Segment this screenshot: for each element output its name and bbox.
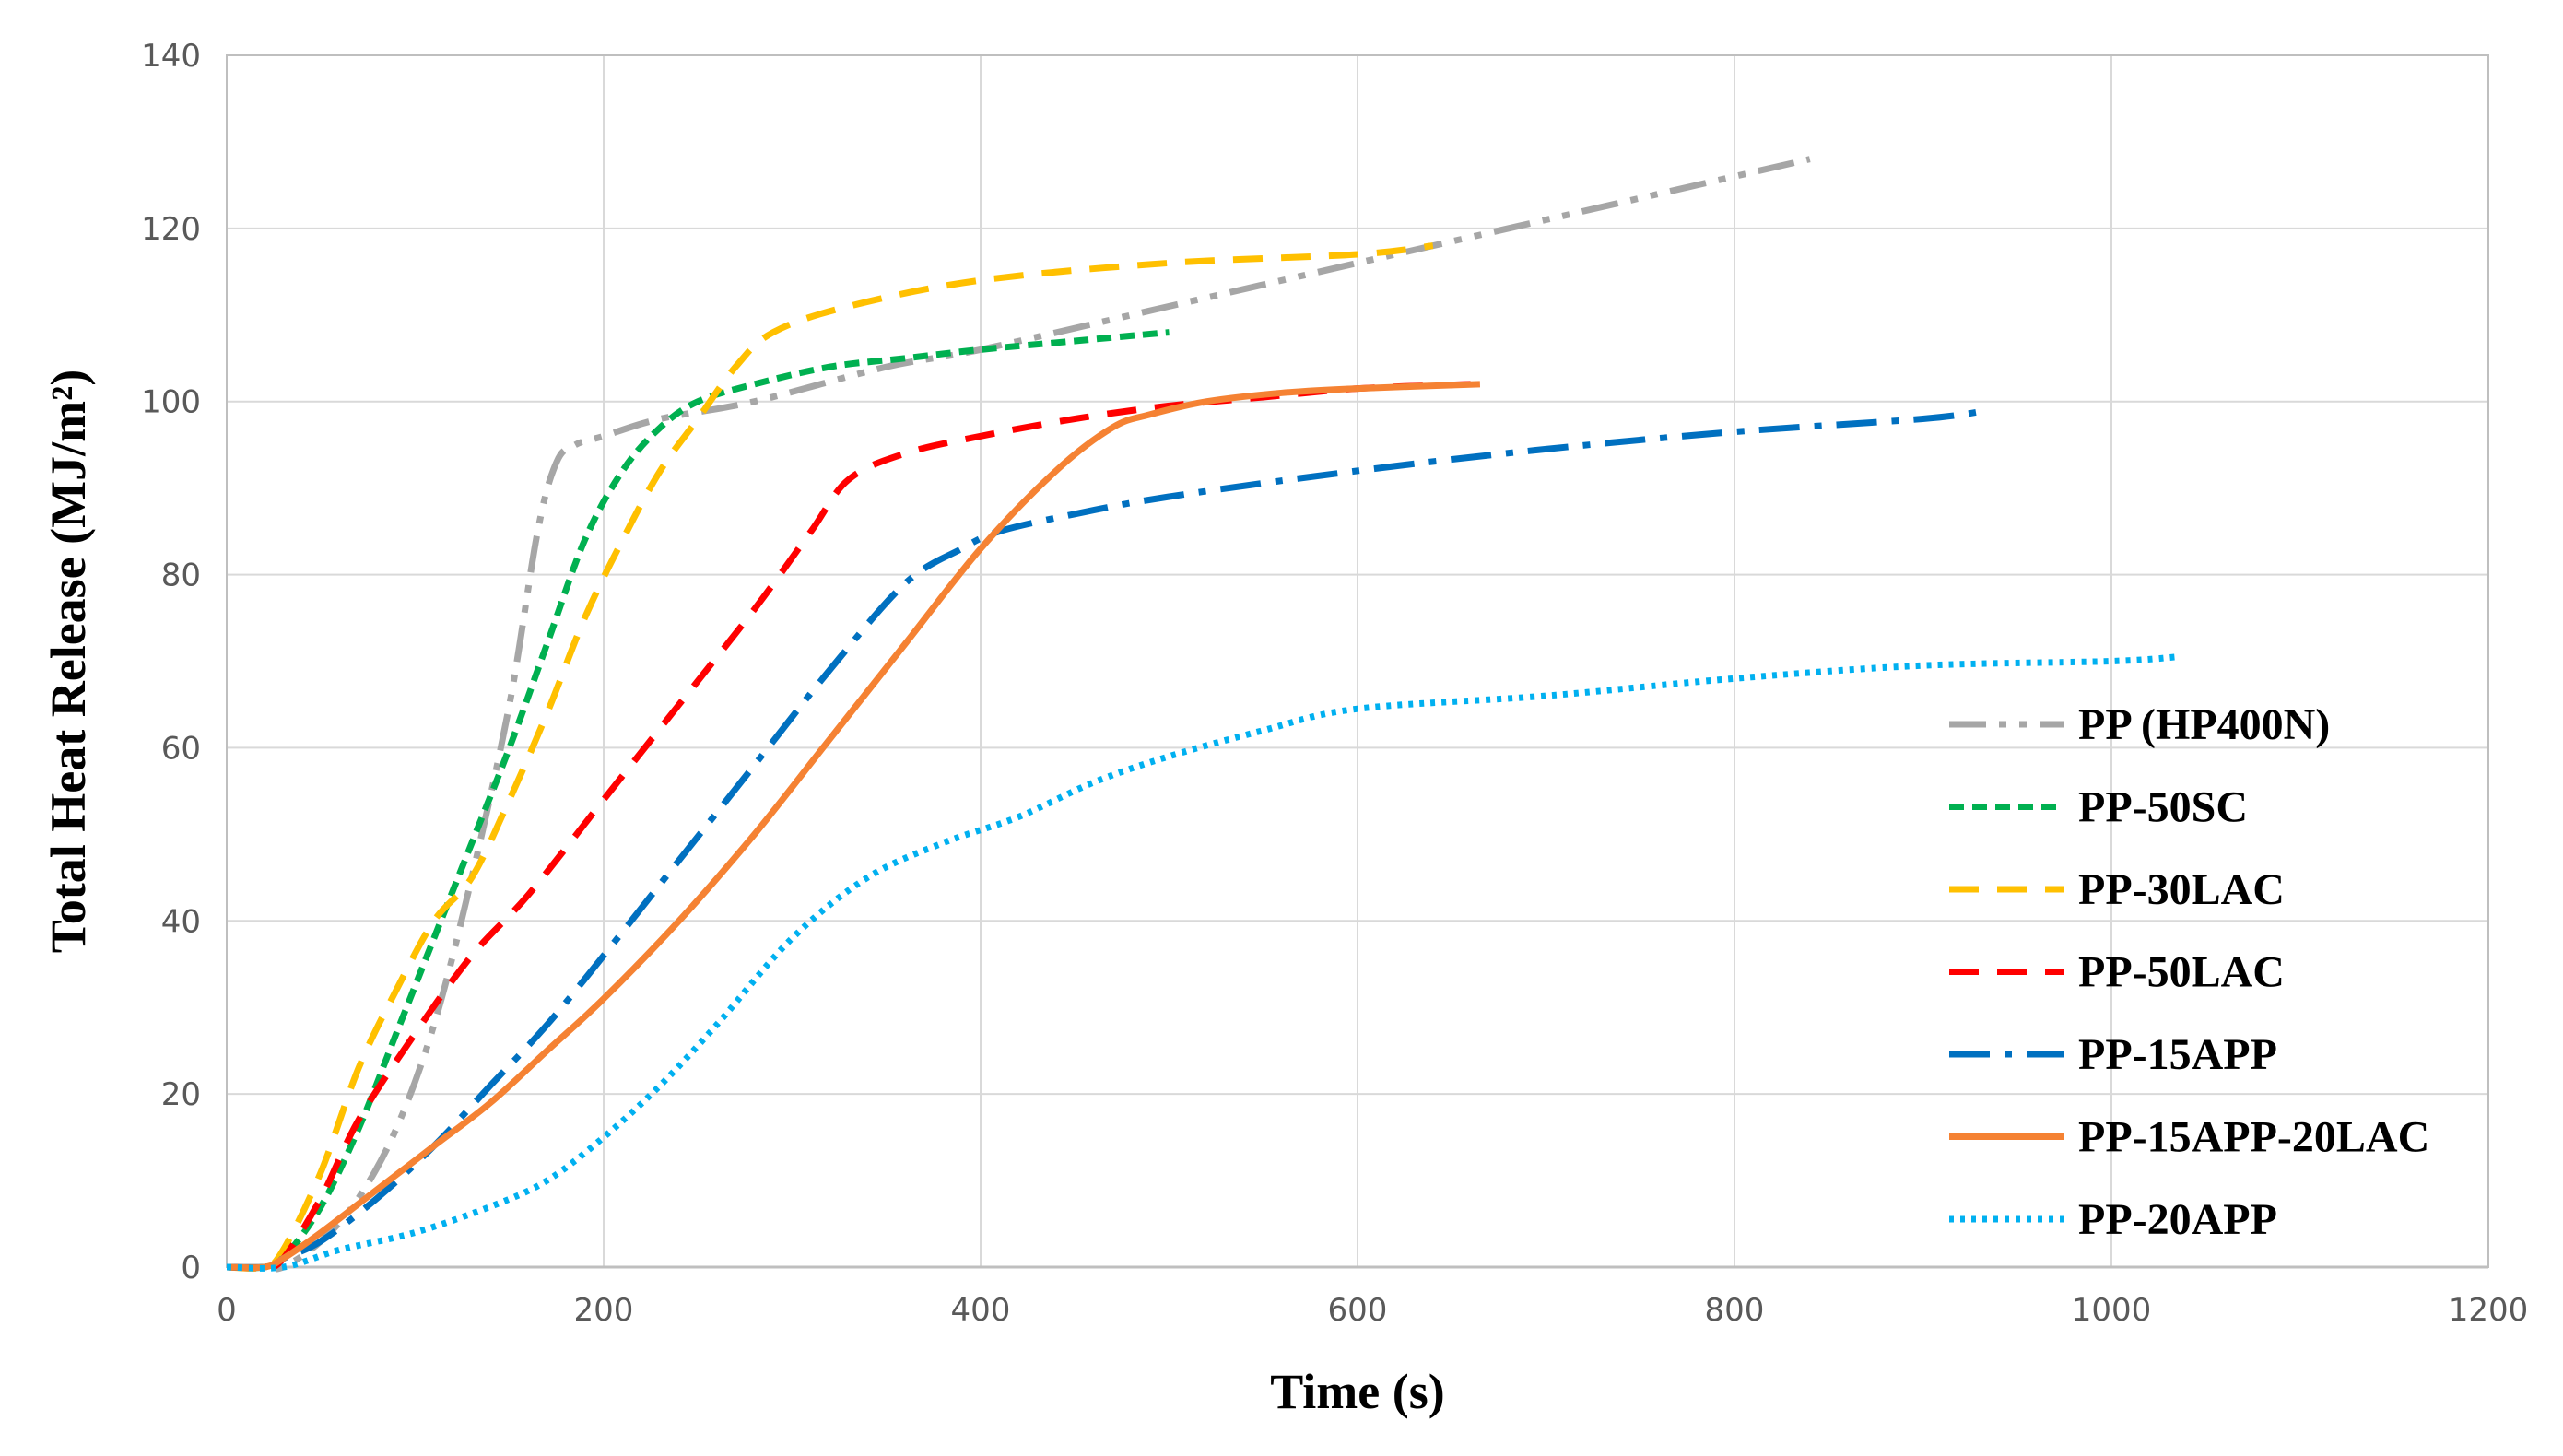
series-line-4 bbox=[226, 406, 1990, 1272]
legend: PP (HP400N) PP-50SC PP-30LAC PP-50LAC PP-15A… bbox=[1949, 700, 2429, 1244]
y-tick-label: 140 bbox=[141, 38, 201, 75]
legend-label-4: PP-15APP bbox=[2078, 1030, 2277, 1079]
series-line-6 bbox=[226, 653, 2178, 1272]
x-tick-label: 0 bbox=[217, 1292, 237, 1329]
legend-label-0: PP (HP400N) bbox=[2078, 700, 2330, 749]
y-tick-label: 40 bbox=[161, 903, 201, 940]
legend-label-6: PP-20APP bbox=[2078, 1195, 2277, 1244]
x-tick-label: 400 bbox=[951, 1292, 1011, 1329]
y-axis-title: Total Heat Release (MJ/m²) bbox=[41, 370, 96, 954]
x-axis-title: Time (s) bbox=[1270, 1364, 1444, 1419]
series-line-1 bbox=[226, 329, 1170, 1272]
y-tick-label: 0 bbox=[181, 1250, 201, 1286]
series-line-0 bbox=[226, 156, 1811, 1273]
x-tick-label: 600 bbox=[1328, 1292, 1388, 1329]
legend-label-5: PP-15APP-20LAC bbox=[2078, 1113, 2429, 1162]
x-tick-label: 1200 bbox=[2449, 1292, 2529, 1329]
x-tick-label: 800 bbox=[1705, 1292, 1765, 1329]
legend-label-3: PP-50LAC bbox=[2078, 948, 2285, 997]
tick-labels: 0 20 40 60 80 100 120 140 0 200 400 600 800 1000 1200 bbox=[141, 38, 2528, 1329]
y-tick-label: 80 bbox=[161, 558, 201, 594]
y-tick-label: 120 bbox=[141, 211, 201, 248]
x-tick-label: 1000 bbox=[2072, 1292, 2152, 1329]
legend-label-2: PP-30LAC bbox=[2078, 865, 2285, 914]
y-tick-label: 60 bbox=[161, 730, 201, 767]
plot-area-frame bbox=[226, 54, 2489, 1268]
series-line-3 bbox=[226, 381, 1471, 1272]
x-tick-label: 200 bbox=[574, 1292, 634, 1329]
y-tick-label: 100 bbox=[141, 384, 201, 421]
legend-label-1: PP-50SC bbox=[2078, 783, 2248, 832]
y-tick-label: 20 bbox=[161, 1076, 201, 1113]
series-line-5 bbox=[226, 381, 1481, 1272]
series-layer bbox=[226, 156, 2178, 1273]
